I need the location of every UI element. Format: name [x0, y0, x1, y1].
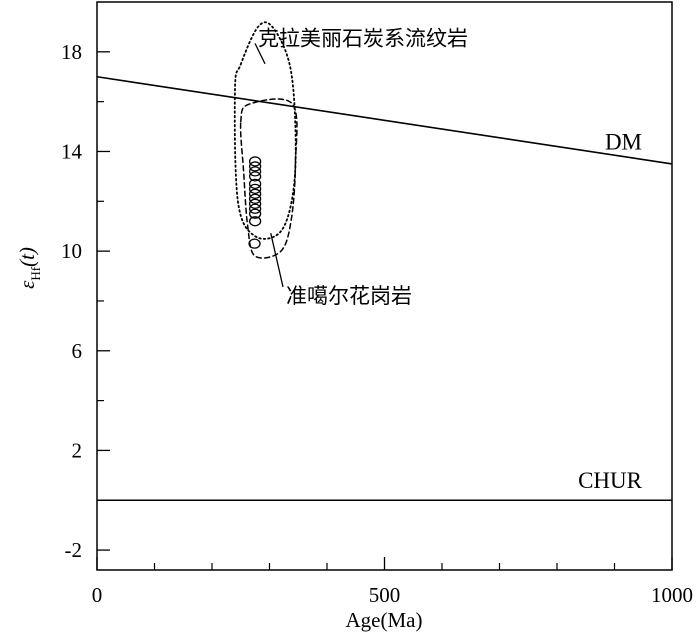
y-axis-label: εHf(t) [15, 247, 43, 289]
data-point [248, 198, 262, 209]
y-tick-label: 18 [61, 40, 82, 64]
region-rhyolite [233, 21, 297, 240]
data-point [248, 183, 262, 194]
data-point [248, 193, 262, 204]
region-layer [233, 21, 298, 259]
annotation-label: 克拉美丽石炭系流纹岩 [258, 26, 468, 50]
data-point [248, 166, 262, 177]
y-tick-label: -2 [65, 538, 83, 562]
y-tick-label: 14 [61, 139, 83, 163]
annotation-leader [270, 233, 284, 288]
y-axis-label-main: ε [15, 280, 39, 289]
x-tick-label: 1000 [651, 583, 693, 607]
reference-line-dm [96, 75, 673, 165]
reference-line-label: DM [605, 129, 642, 154]
data-point [248, 216, 262, 227]
reference-line-layer: DM CHUR [96, 75, 673, 502]
annotation-leader [254, 43, 266, 65]
reference-line-label: CHUR [578, 468, 643, 493]
point-layer [248, 156, 262, 249]
y-tick-label: 2 [72, 438, 83, 462]
y-axis-label-tail: (t) [15, 247, 39, 267]
data-point [248, 238, 261, 249]
data-point [248, 178, 262, 190]
y-tick-label: 10 [61, 239, 82, 263]
data-point [248, 171, 262, 182]
y-axis-label-sub: Hf [28, 266, 43, 280]
data-point [248, 161, 262, 172]
x-tick-label: 500 [369, 583, 401, 607]
region-granite [239, 98, 298, 259]
annotation-label: 准噶尔花岗岩 [286, 284, 412, 308]
data-point [248, 208, 262, 219]
data-point [248, 156, 262, 167]
data-point [248, 188, 262, 199]
x-tick-label: 0 [92, 583, 103, 607]
y-tick-label: 6 [72, 339, 83, 363]
data-point [248, 203, 262, 214]
tick-layer: 0 500 1000 -2 2 6 10 14 18 [61, 40, 693, 607]
x-axis-label: Age(Ma) [346, 608, 423, 632]
